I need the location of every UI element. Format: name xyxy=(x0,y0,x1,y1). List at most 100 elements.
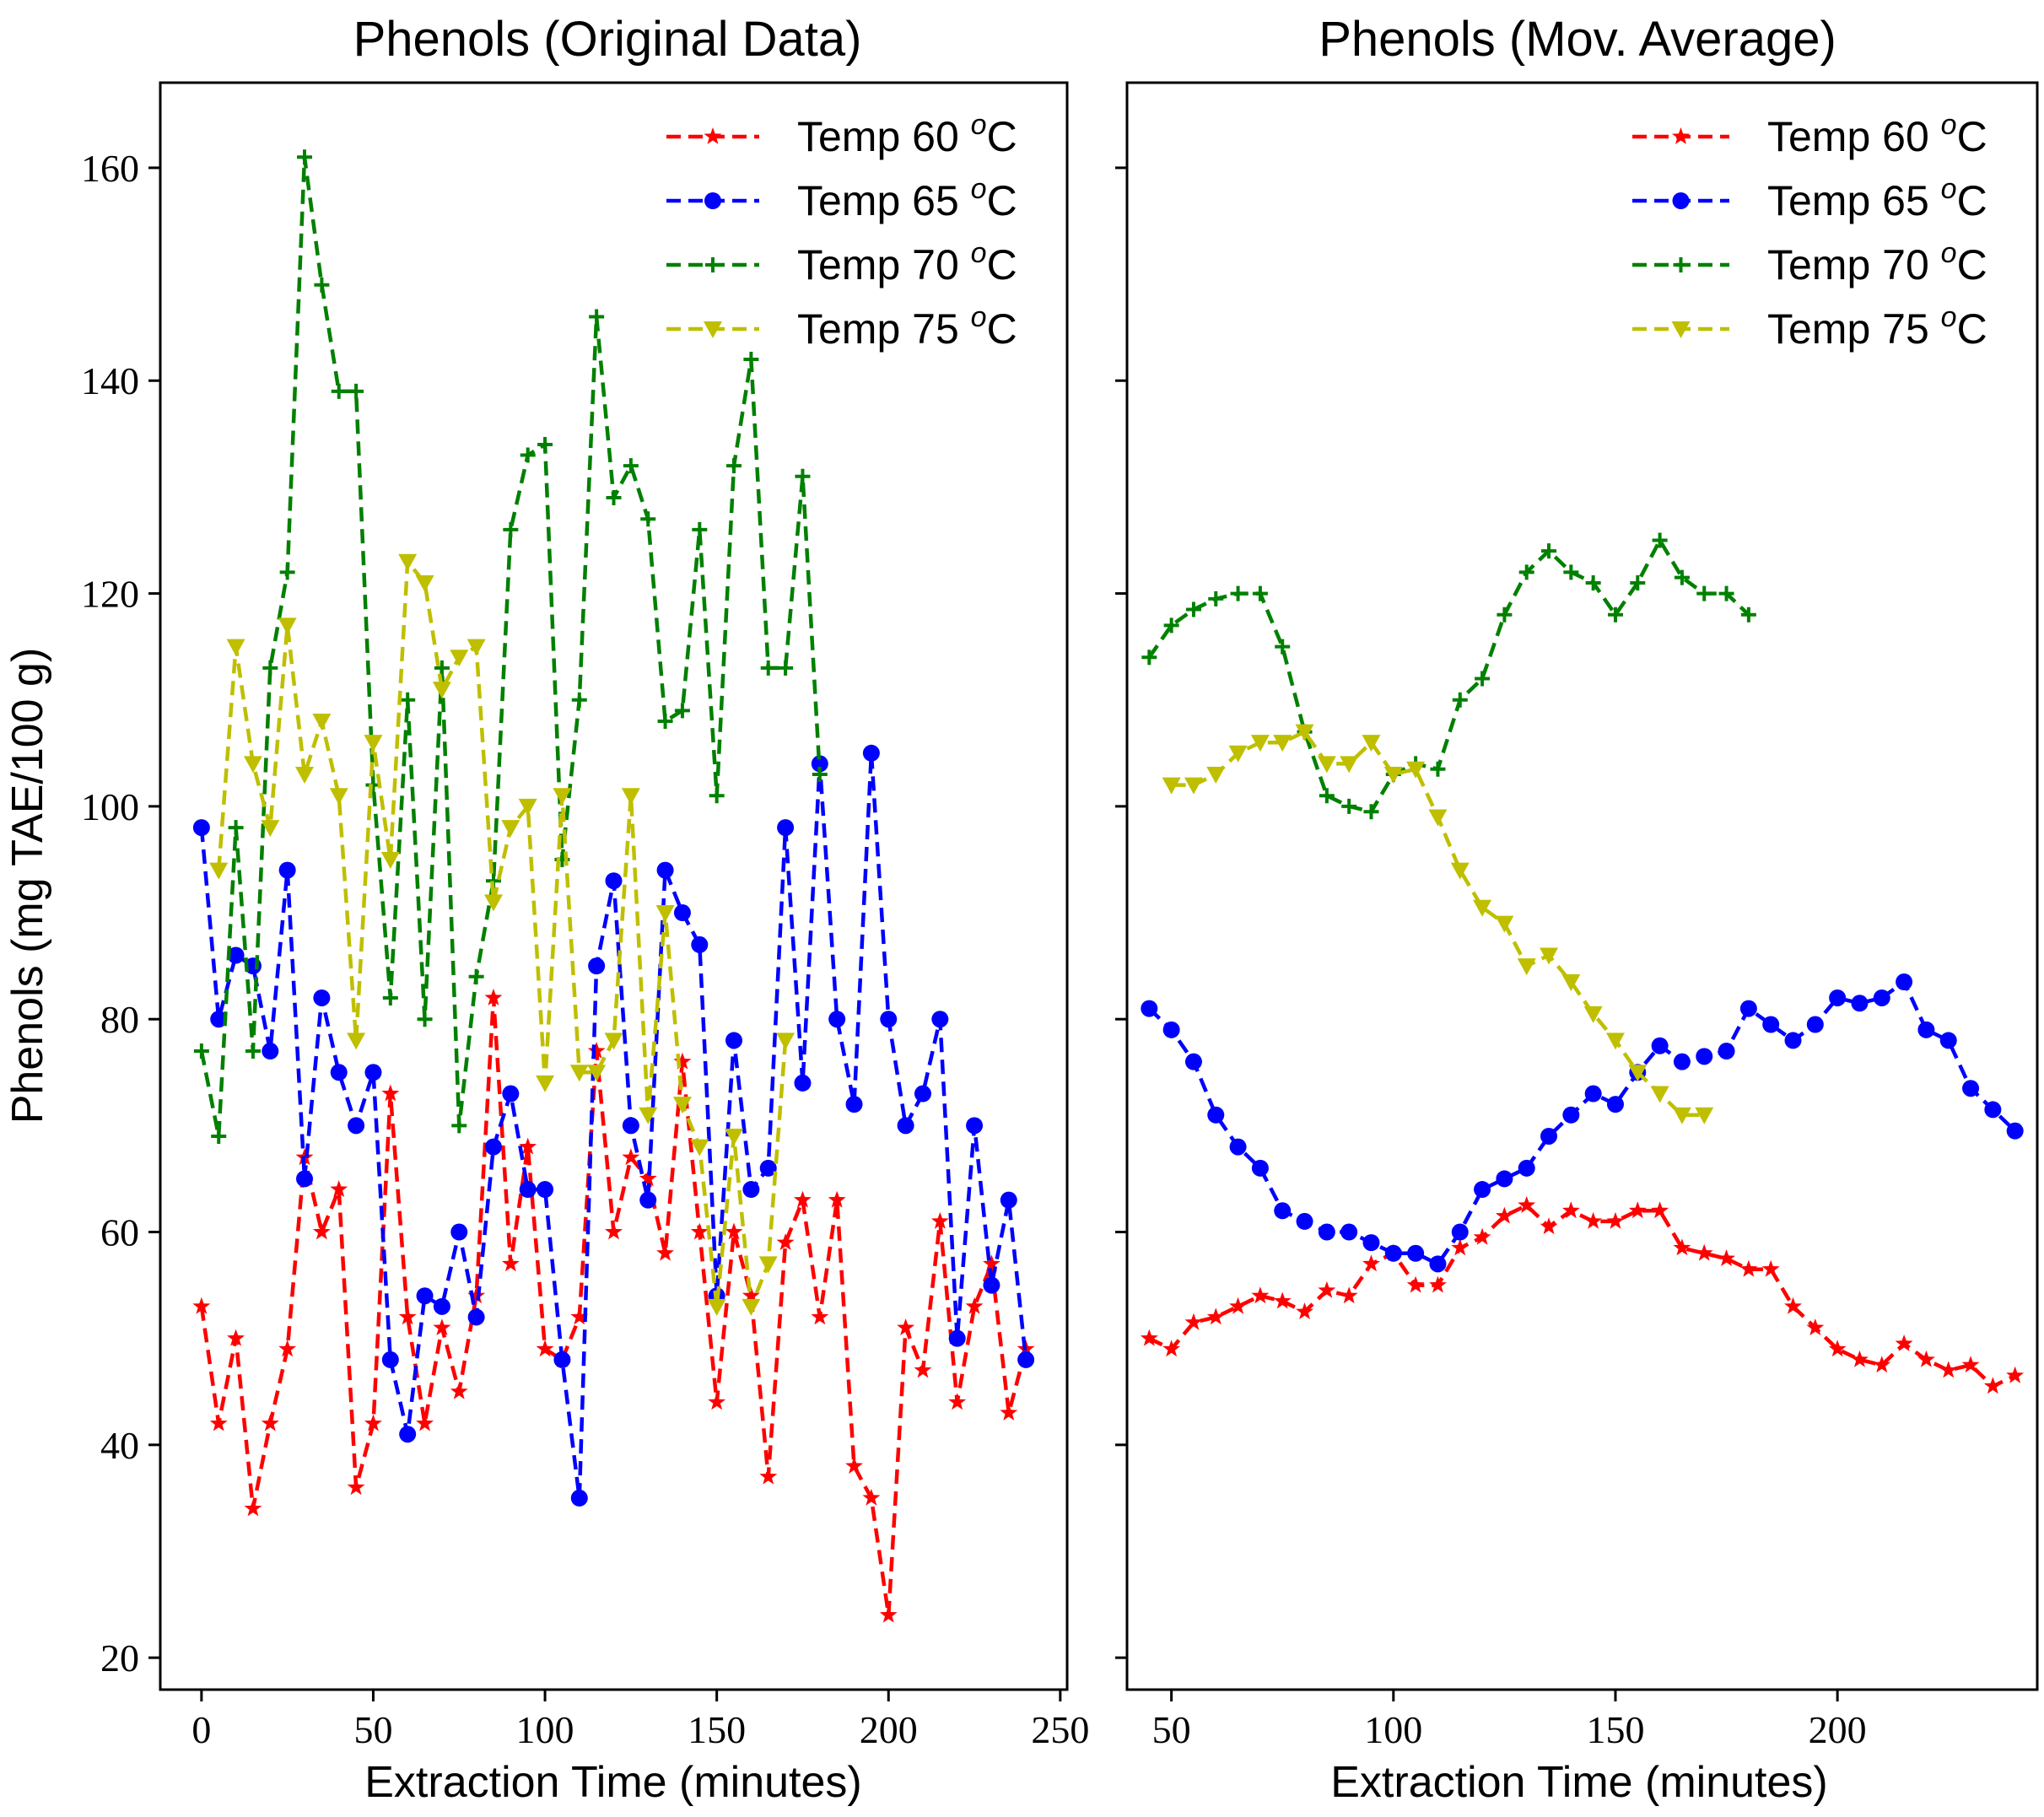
data-point xyxy=(1851,995,1869,1012)
data-point xyxy=(536,1075,555,1092)
data-point xyxy=(1406,761,1426,779)
data-point xyxy=(1163,617,1179,634)
x-tick-label: 150 xyxy=(1586,1708,1644,1751)
data-point xyxy=(1317,756,1336,774)
data-point xyxy=(1273,735,1292,752)
data-point xyxy=(416,1287,434,1305)
data-point xyxy=(210,1011,228,1028)
data-point xyxy=(1474,1181,1491,1199)
y-tick-label: 100 xyxy=(81,785,139,828)
data-point xyxy=(1718,1043,1735,1060)
data-point xyxy=(1000,1404,1018,1421)
data-point xyxy=(1652,532,1668,548)
series-line xyxy=(199,997,1028,1616)
data-point xyxy=(622,1148,640,1166)
data-point xyxy=(1250,735,1270,752)
data-point xyxy=(228,820,244,836)
data-point xyxy=(692,521,708,537)
data-point xyxy=(1318,1281,1336,1298)
data-point xyxy=(193,1043,209,1059)
chart-title: Phenols (Mov. Average) xyxy=(1319,12,1836,67)
data-point xyxy=(1651,1037,1669,1054)
data-point xyxy=(1962,1080,1980,1097)
data-point xyxy=(914,1361,932,1378)
data-point xyxy=(1739,1259,1758,1277)
legend-label: Temp 70 oC xyxy=(797,237,1017,288)
data-point xyxy=(467,1308,485,1326)
data-point xyxy=(708,1393,726,1410)
data-point xyxy=(1651,1201,1669,1219)
data-point xyxy=(742,1286,760,1304)
data-point xyxy=(1784,1297,1802,1314)
data-point xyxy=(468,968,484,984)
data-point xyxy=(759,1159,777,1177)
data-point xyxy=(1451,1238,1470,1256)
data-point xyxy=(1429,1255,1447,1273)
data-point xyxy=(192,819,210,837)
legend-label: Temp 65 oC xyxy=(797,173,1017,224)
data-point xyxy=(759,1467,778,1485)
data-point xyxy=(520,447,536,463)
series-layer xyxy=(1140,532,2025,1394)
data-point xyxy=(1497,607,1513,623)
data-point xyxy=(674,703,690,719)
x-axis-label: Extraction Time (minutes) xyxy=(1330,1758,1828,1807)
legend-item: Temp 75 oC xyxy=(1632,301,1987,353)
data-point xyxy=(537,436,553,452)
legend: Temp 60 oC Temp 65 oC Temp 70 oC Temp 75 oC xyxy=(666,109,1017,353)
data-point xyxy=(777,819,795,837)
data-point xyxy=(211,1128,227,1144)
data-point xyxy=(1606,1096,1624,1113)
plot-frame xyxy=(159,81,1069,1691)
data-point xyxy=(1340,1223,1358,1241)
legend-label: Temp 75 oC xyxy=(797,301,1017,353)
data-point xyxy=(398,553,418,571)
series-line xyxy=(216,556,788,1307)
data-point xyxy=(503,521,519,537)
data-point xyxy=(1473,899,1492,917)
data-point xyxy=(726,458,742,474)
data-point xyxy=(1873,989,1890,1006)
data-point xyxy=(845,1096,863,1113)
legend-marker xyxy=(704,192,721,209)
data-point xyxy=(262,1043,279,1060)
data-point xyxy=(1540,947,1559,965)
data-point xyxy=(1184,777,1203,795)
data-point xyxy=(261,820,280,838)
data-point xyxy=(1895,1334,1913,1351)
data-point xyxy=(1829,989,1847,1006)
y-axis-label: Phenols (mg TAE/100 g) xyxy=(3,648,52,1124)
data-point xyxy=(742,1298,761,1316)
data-point xyxy=(519,1181,537,1199)
data-point xyxy=(450,1223,468,1241)
data-point xyxy=(501,1254,520,1272)
x-axis-label: Extraction Time (minutes) xyxy=(364,1758,862,1807)
data-point xyxy=(897,1318,915,1335)
legend-item: Temp 65 oC xyxy=(666,173,1017,224)
data-point xyxy=(312,1222,331,1240)
chart-moving-average: Phenols (Mov. Average) 50 100 150 200 Temp … xyxy=(1115,12,2039,1807)
data-point xyxy=(1563,564,1579,580)
data-point xyxy=(1718,585,1734,601)
data-point xyxy=(382,989,398,1006)
data-point xyxy=(1828,1340,1847,1357)
series-circle xyxy=(192,744,1035,1507)
data-point xyxy=(381,1351,399,1368)
data-point xyxy=(553,1351,571,1368)
data-point xyxy=(1540,1127,1558,1145)
data-point xyxy=(313,989,331,1006)
data-point xyxy=(639,1169,657,1187)
data-point xyxy=(1341,798,1357,814)
data-point xyxy=(587,1042,606,1059)
data-point xyxy=(1340,756,1359,774)
data-point xyxy=(347,1478,365,1496)
data-point xyxy=(1273,1291,1292,1309)
chart-original-data: Phenols (Original Data) 0 50 100 150 200 250 2… xyxy=(3,12,1089,1807)
data-point xyxy=(812,767,828,783)
legend-item: Temp 60 oC xyxy=(666,109,1017,160)
data-point xyxy=(1274,1202,1292,1220)
data-point xyxy=(364,1414,382,1431)
data-point xyxy=(1185,601,1201,617)
data-point xyxy=(623,458,639,474)
